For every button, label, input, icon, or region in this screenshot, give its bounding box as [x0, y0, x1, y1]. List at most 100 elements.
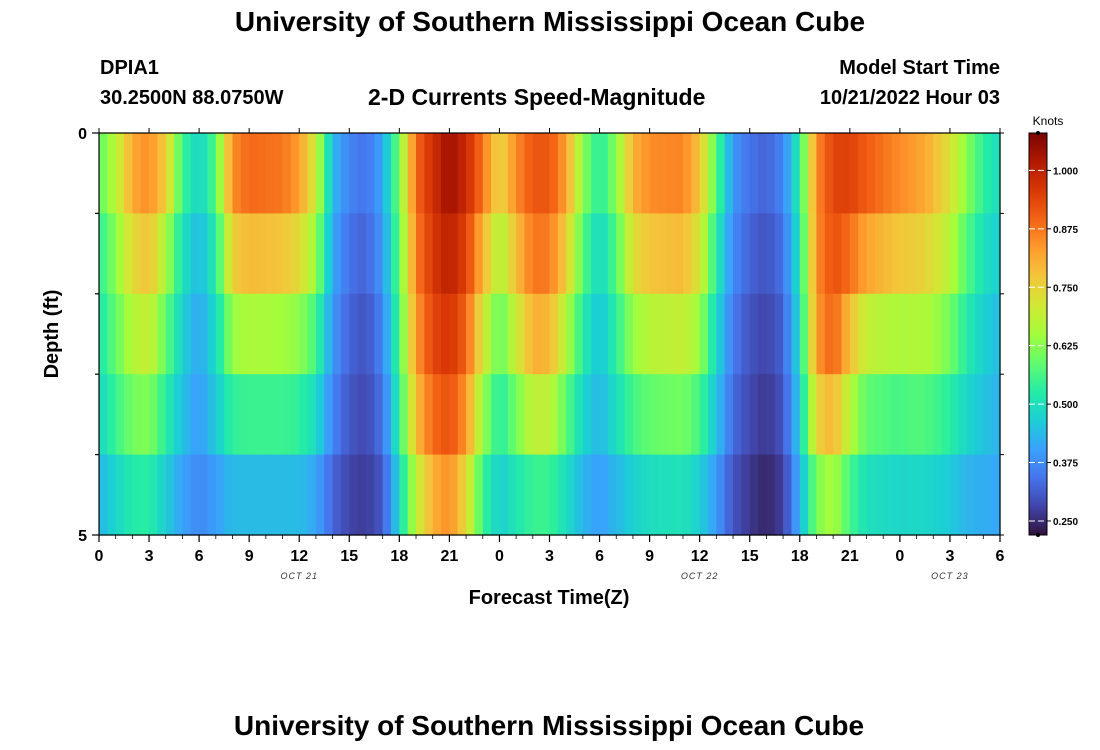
heatmap-cell [874, 133, 884, 214]
heatmap-cell [199, 454, 209, 536]
heatmap-cell [574, 213, 584, 295]
heatmap-cell [808, 293, 818, 375]
heatmap-cell [974, 133, 984, 214]
heatmap-cell [549, 133, 559, 214]
heatmap-cell [482, 454, 492, 536]
heatmap-cell [599, 293, 609, 375]
heatmap-cell [182, 454, 192, 536]
heatmap-cell [632, 454, 642, 536]
heatmap-cell [365, 133, 375, 214]
heatmap-cell [966, 374, 976, 456]
heatmap-cell [124, 133, 133, 214]
x-tick-label: 21 [440, 548, 458, 565]
heatmap-cell [332, 454, 342, 536]
heatmap-cell [766, 133, 776, 214]
heatmap-cell [516, 133, 526, 214]
heatmap-cell [691, 293, 701, 375]
model-start-value: 10/21/2022 Hour 03 [819, 87, 1000, 109]
heatmap-cell [99, 454, 108, 536]
colorbar-tick-label: 0.500 [1053, 400, 1078, 411]
heatmap-cell [474, 454, 484, 536]
heatmap-cell [574, 133, 584, 214]
heatmap-cell [507, 454, 517, 536]
heatmap-cell [849, 293, 859, 375]
heatmap-cell [716, 293, 726, 375]
heatmap-cell [958, 374, 968, 456]
heatmap-cell [441, 454, 450, 536]
heatmap-cell [958, 133, 968, 214]
heatmap-cell [858, 213, 868, 295]
heatmap-cell [708, 454, 717, 536]
heatmap-cell [349, 293, 359, 375]
heatmap-cell [933, 293, 943, 375]
heatmap-cell [699, 133, 709, 214]
heatmap-cell [207, 213, 217, 295]
heatmap-cell [899, 293, 909, 375]
heatmap-cell [240, 374, 250, 456]
heatmap-cell [174, 454, 184, 536]
heatmap-cell [491, 213, 501, 295]
heatmap-cell [899, 454, 909, 536]
heatmap-cell [157, 454, 167, 536]
heatmap-cell [324, 213, 334, 295]
heatmap-cell [524, 133, 534, 214]
heatmap-cell [224, 293, 234, 375]
heatmap-cell [866, 133, 876, 214]
heatmap-cell [274, 374, 284, 456]
x-tick-label: 0 [495, 548, 504, 565]
heatmap-cell [991, 454, 1001, 536]
station-coordinates: 30.2500N 88.0750W [100, 87, 284, 109]
heatmap-cell [290, 454, 300, 536]
heatmap-cell [424, 454, 434, 536]
heatmap-cell [891, 454, 901, 536]
heatmap-cell [357, 293, 367, 375]
heatmap-cell [416, 374, 425, 456]
heatmap-cell [607, 374, 617, 456]
heatmap-cell [916, 213, 926, 295]
heatmap-cell [941, 293, 951, 375]
heatmap-cell [224, 374, 234, 456]
heatmap-cell [708, 133, 717, 214]
heatmap-cell [482, 213, 492, 295]
heatmap-cell [190, 374, 200, 456]
heatmap-cell [599, 133, 609, 214]
heatmap-cell [232, 374, 242, 456]
colorbar-label: Knots [1033, 114, 1064, 128]
heatmap-cell [390, 293, 400, 375]
heatmap-cell [741, 293, 751, 375]
heatmap-cell [774, 133, 784, 214]
heatmap-cell [941, 454, 951, 536]
heatmap-cell [340, 213, 350, 295]
heatmap-cell [582, 454, 592, 536]
heatmap-cell [791, 374, 801, 456]
heatmap-cell [657, 133, 667, 214]
heatmap-cell [716, 213, 726, 295]
heatmap-cell [466, 293, 476, 375]
heatmap-cell [641, 454, 651, 536]
heatmap-cell [315, 133, 325, 214]
heatmap-cell [541, 293, 551, 375]
heatmap-cell [232, 133, 242, 214]
heatmap-cell [582, 133, 592, 214]
heatmap-cell [766, 374, 776, 456]
heatmap-cell [624, 293, 634, 375]
heatmap-cell [791, 133, 801, 214]
heatmap-cell [457, 213, 467, 295]
heatmap-cell [924, 374, 934, 456]
heatmap-cell [407, 133, 417, 214]
heatmap-cell [274, 133, 284, 214]
heatmap-cell [274, 454, 284, 536]
heatmap-cell [340, 293, 350, 375]
heatmap-cell [190, 454, 200, 536]
heatmap-cell [808, 133, 818, 214]
heatmap-cell [107, 454, 117, 536]
heatmap-cell [866, 293, 876, 375]
heatmap-cell [416, 454, 425, 536]
heatmap-cell [290, 374, 300, 456]
heatmap-cell [774, 213, 784, 295]
heatmap-cell [349, 213, 359, 295]
heatmap-cell [132, 213, 142, 295]
bottom-title: University of Southern Mississippi Ocean… [234, 710, 864, 741]
heatmap-cell [491, 293, 501, 375]
heatmap-cell [624, 213, 634, 295]
